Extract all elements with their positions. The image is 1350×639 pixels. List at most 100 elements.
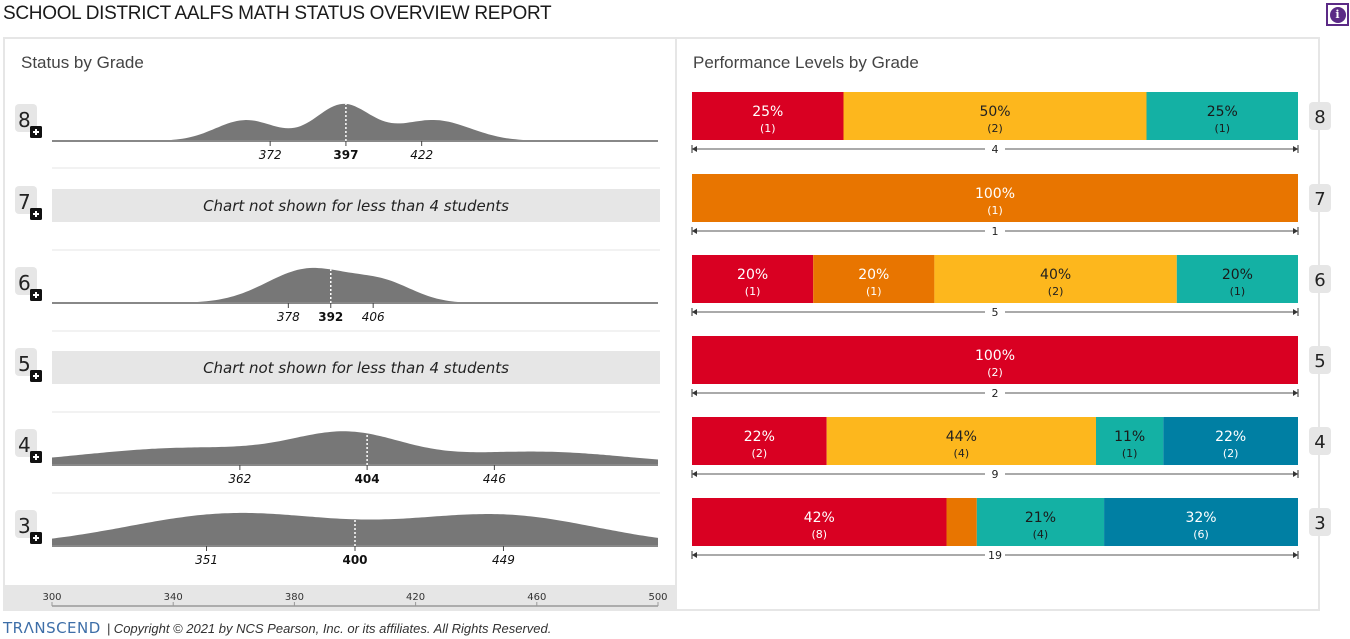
- plus-icon: [33, 292, 39, 298]
- copyright-text: | Copyright © 2021 by NCS Pearson, Inc. …: [106, 620, 552, 636]
- transcend-logo: TRΛNSCEND: [3, 619, 101, 637]
- performance-segment-level-1[interactable]: [692, 498, 947, 546]
- segment-count-label: (2): [1223, 447, 1239, 460]
- density-area: [52, 431, 658, 465]
- score-axis-tick-label: 380: [285, 592, 304, 603]
- bracket-arrow-left: [692, 471, 697, 477]
- performance-segment-level-5[interactable]: [1163, 417, 1298, 465]
- grade-label: 5: [18, 352, 31, 376]
- segment-percent-label: 32%: [1185, 510, 1216, 526]
- performance-segment-level-3[interactable]: [934, 255, 1177, 303]
- segment-percent-label: 44%: [946, 429, 977, 445]
- total-students-label: 5: [992, 306, 999, 319]
- grade-label: 3: [18, 514, 31, 538]
- bracket-arrow-right: [1293, 552, 1298, 558]
- plus-icon: [33, 373, 39, 379]
- grade-badge: [15, 429, 37, 457]
- grade-badge: [15, 510, 37, 538]
- score-axis-tick-label: 420: [406, 592, 425, 603]
- segment-percent-label: 40%: [1040, 267, 1071, 283]
- grade-label: 4: [18, 433, 31, 457]
- performance-segment-level-4[interactable]: [1146, 92, 1299, 140]
- performance-segment-level-4[interactable]: [976, 498, 1105, 546]
- plus-icon: [33, 129, 39, 135]
- low-score-label: 378: [277, 310, 300, 324]
- performance-segment-level-1[interactable]: [692, 336, 1298, 384]
- low-score-label: 351: [195, 553, 218, 567]
- segment-count-label: (1): [866, 285, 882, 298]
- grade-label: 3: [1314, 513, 1325, 534]
- bracket-arrow-left: [692, 228, 697, 234]
- median-score-label: 400: [342, 553, 367, 567]
- total-students-label: 4: [992, 143, 999, 156]
- bracket-arrow-right: [1293, 471, 1298, 477]
- segment-count-label: (2): [1048, 285, 1064, 298]
- performance-levels-title: Performance Levels by Grade: [693, 53, 919, 72]
- bracket-arrow-left: [692, 146, 697, 152]
- segment-percent-label: 20%: [1222, 267, 1253, 283]
- performance-segment-level-1[interactable]: [692, 417, 827, 465]
- score-axis-band: [5, 585, 675, 609]
- segment-count-label: (1): [760, 122, 776, 135]
- bracket-arrow-right: [1293, 309, 1298, 315]
- low-score-label: 362: [228, 472, 251, 486]
- grade-badge: [15, 186, 37, 214]
- grade-label: 5: [1314, 351, 1325, 372]
- plus-icon: [33, 535, 39, 541]
- bracket-arrow-right: [1293, 146, 1298, 152]
- grade-label: 6: [1314, 270, 1325, 291]
- performance-segment-level-1[interactable]: [692, 255, 814, 303]
- low-score-label: 372: [259, 148, 282, 162]
- high-score-label: 422: [410, 148, 433, 162]
- segment-percent-label: 20%: [737, 267, 768, 283]
- info-icon: i: [1329, 6, 1346, 23]
- density-area: [52, 267, 658, 303]
- segment-count-label: (1): [1230, 285, 1246, 298]
- footer: TRΛNSCEND | Copyright © 2021 by NCS Pear…: [3, 619, 551, 637]
- segment-count-label: (1): [745, 285, 761, 298]
- grade-badge: [1309, 265, 1331, 293]
- grade-badge: [1309, 508, 1331, 536]
- segment-percent-label: 21%: [1025, 510, 1056, 526]
- segment-count-label: (6): [1193, 528, 1209, 541]
- chart-not-shown-banner: [52, 189, 660, 222]
- total-students-label: 1: [992, 225, 999, 238]
- performance-segment-level-3[interactable]: [843, 92, 1147, 140]
- grade-badge: [15, 104, 37, 132]
- segment-count-label: (1): [987, 204, 1003, 217]
- performance-segment-level-3[interactable]: [826, 417, 1096, 465]
- segment-percent-label: 42%: [804, 510, 835, 526]
- bracket-arrow-left: [692, 390, 697, 396]
- segment-percent-label: 50%: [979, 104, 1010, 120]
- plus-icon: [33, 211, 39, 217]
- grade-label: 8: [18, 108, 31, 132]
- high-score-label: 446: [483, 472, 506, 486]
- segment-count-label: (2): [752, 447, 768, 460]
- bracket-arrow-left: [692, 309, 697, 315]
- segment-percent-label: 25%: [752, 104, 783, 120]
- performance-segment-level-2[interactable]: [692, 174, 1298, 222]
- bracket-arrow-right: [1293, 228, 1298, 234]
- score-axis-tick-label: 340: [164, 592, 183, 603]
- segment-count-label: (4): [954, 447, 970, 460]
- segment-percent-label: 20%: [858, 267, 889, 283]
- median-score-label: 392: [318, 310, 343, 324]
- segment-percent-label: 22%: [744, 429, 775, 445]
- bracket-arrow-left: [692, 552, 697, 558]
- status-by-grade-title: Status by Grade: [21, 53, 144, 72]
- median-score-label: 397: [333, 148, 358, 162]
- chart-not-shown-text: Chart not shown for less than 4 students: [203, 359, 509, 377]
- segment-count-label: (2): [987, 366, 1003, 379]
- info-button[interactable]: i: [1326, 3, 1349, 26]
- performance-segment-level-1[interactable]: [692, 92, 844, 140]
- segment-count-label: (2): [987, 122, 1003, 135]
- segment-count-label: (1): [1122, 447, 1138, 460]
- grade-label: 6: [18, 271, 31, 295]
- grade-badge: [15, 267, 37, 295]
- performance-segment-level-2[interactable]: [813, 255, 935, 303]
- performance-segment-level-4[interactable]: [1176, 255, 1298, 303]
- performance-segment-level-5[interactable]: [1104, 498, 1298, 546]
- segment-percent-label: 11%: [1114, 429, 1145, 445]
- performance-segment-level-2[interactable]: [946, 498, 977, 546]
- performance-segment-level-4[interactable]: [1096, 417, 1164, 465]
